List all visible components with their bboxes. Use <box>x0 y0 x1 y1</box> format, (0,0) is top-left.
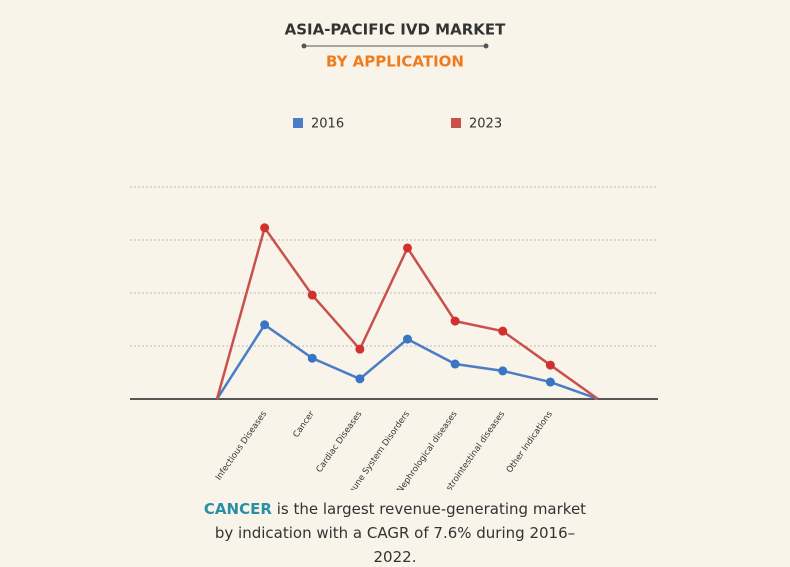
x-tick-label: Other Indications <box>505 409 555 475</box>
annotation: CANCER is the largest revenue-generating… <box>195 497 595 567</box>
legend-swatch <box>293 118 303 128</box>
point <box>545 377 555 387</box>
legend-swatch <box>451 118 461 128</box>
legend-label: 2023 <box>469 117 502 132</box>
chart-title: ASIA-PACIFIC IVD MARKET <box>285 21 507 39</box>
chart-subtitle: BY APPLICATION <box>326 53 464 71</box>
x-tick-label: Infectious Diseases <box>214 409 270 482</box>
point <box>307 353 317 363</box>
x-tick-label: Cancer <box>291 409 317 440</box>
point <box>450 359 460 369</box>
point <box>403 334 412 344</box>
point <box>355 344 365 354</box>
chart: ASIA-PACIFIC IVD MARKET BY APPLICATION 2… <box>130 21 658 507</box>
legend-label: 2016 <box>311 117 344 132</box>
x-tick-label: Cardiac Diseases <box>314 409 364 475</box>
point <box>498 326 508 336</box>
annotation-highlight: CANCER <box>203 500 272 518</box>
point <box>307 290 317 300</box>
point <box>498 366 508 376</box>
point <box>403 243 412 253</box>
point <box>260 223 270 233</box>
point <box>545 360 555 370</box>
title-rule-dot <box>483 43 489 49</box>
point <box>355 374 365 384</box>
series-line <box>215 224 599 401</box>
point <box>260 320 270 330</box>
point <box>450 316 460 326</box>
title-rule-dot <box>301 43 307 49</box>
annotation-text: is the largest revenue-generating market… <box>214 500 587 566</box>
